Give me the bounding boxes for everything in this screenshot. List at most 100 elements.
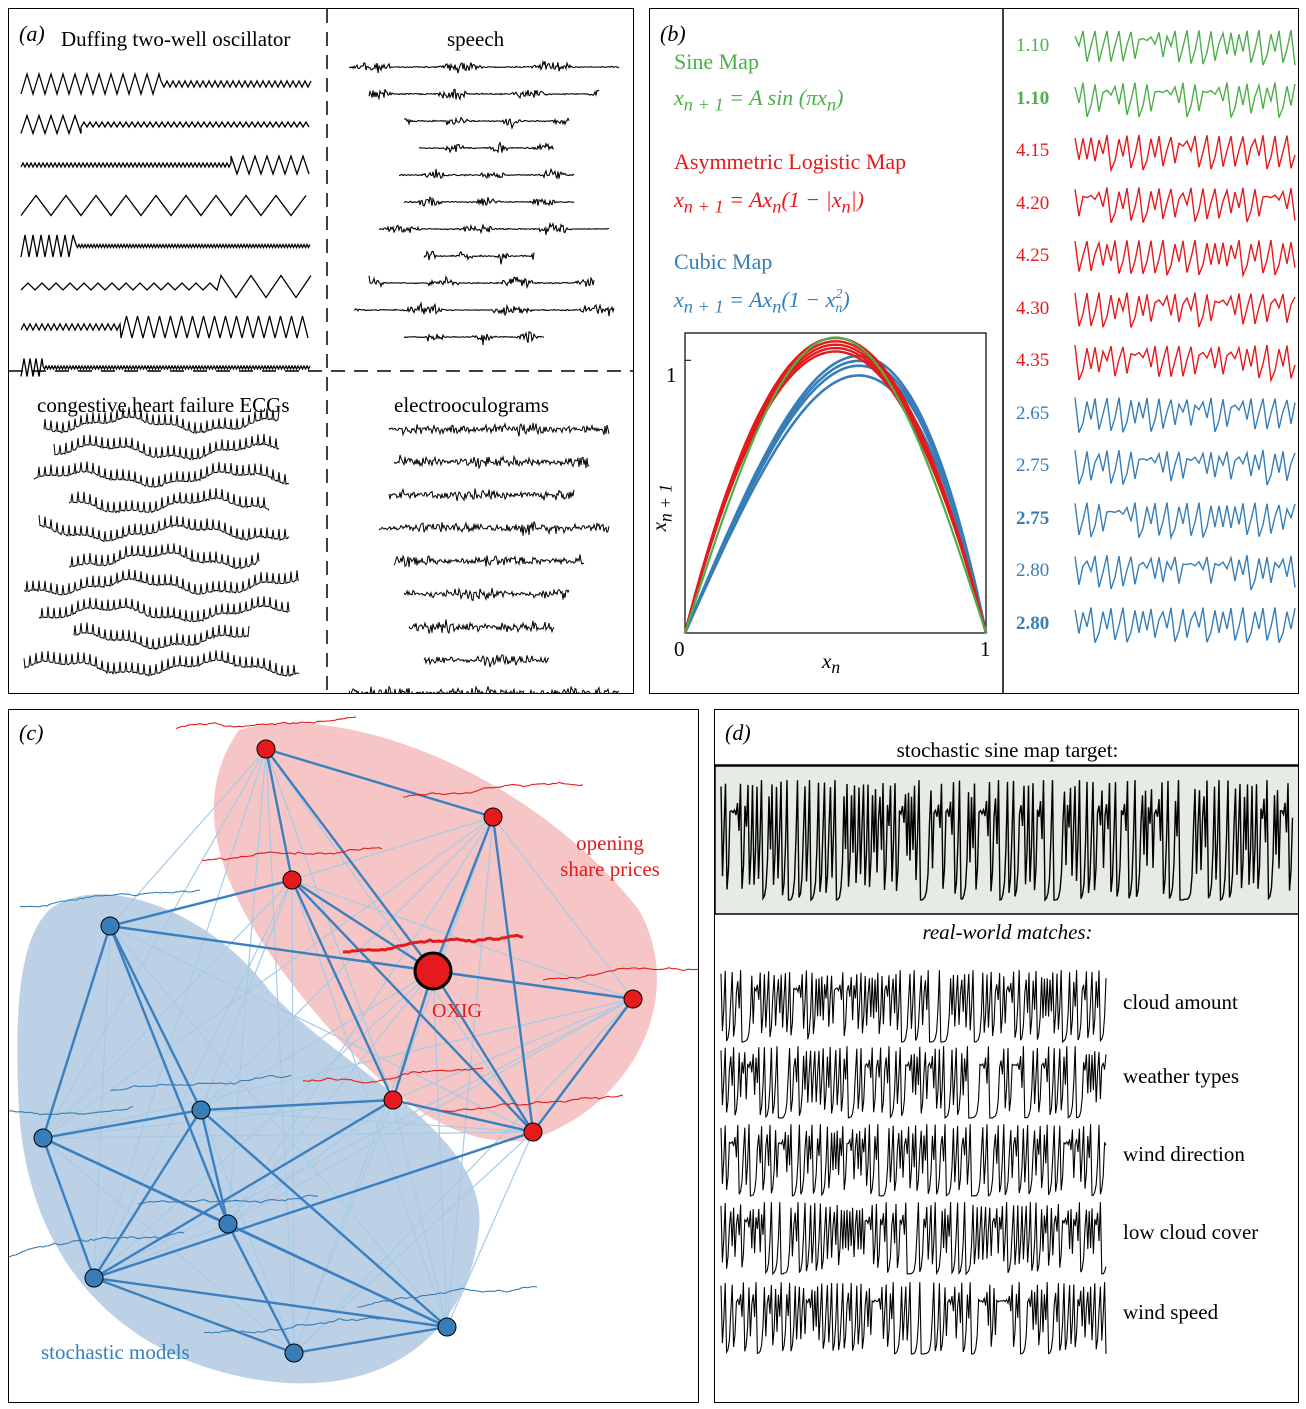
eog-trace — [393, 454, 590, 470]
duffing-trace — [20, 273, 312, 299]
asym-logistic-map-equation: xn + 1 = Axn(1 − |xn|) — [674, 187, 864, 217]
ecg-trace — [38, 596, 290, 623]
ecg-trace — [73, 622, 250, 651]
speech-title: speech — [447, 27, 505, 51]
map-curve — [683, 343, 988, 634]
map-plot-xlabel: xn — [822, 649, 840, 678]
strong-edge — [108, 925, 203, 1111]
eq-rhs: = Ax — [729, 187, 773, 212]
duffing-trace — [20, 358, 311, 377]
ylabel-sub: n + 1 — [655, 483, 676, 522]
series-trace — [1074, 554, 1296, 591]
series-label: 2.65 — [1016, 402, 1050, 424]
weak-edge — [227, 970, 434, 1225]
series-trace — [1074, 134, 1296, 173]
match-trace — [720, 1046, 1107, 1119]
ecg-title: congestive heart failure ECGs — [37, 393, 290, 417]
node-series — [19, 889, 201, 908]
duffing-title: Duffing two-well oscillator — [61, 27, 291, 51]
weak-edge — [200, 879, 293, 1111]
duffing-trace — [20, 153, 310, 177]
match-label-1: weather types — [1123, 1064, 1240, 1088]
cubic-map-equation: xn + 1 = Axn(1 − x 2 n) — [674, 287, 850, 317]
oxig-label: OXIG — [432, 1000, 482, 1022]
panel-d: (d) stochastic sine map target: real-wor… — [714, 709, 1299, 1403]
ecg-trace — [43, 407, 280, 435]
eq-rhs-sub: n — [772, 196, 782, 217]
series-label: 1.10 — [1016, 35, 1050, 56]
weak-edge — [42, 748, 267, 1139]
eq-rhs-sub2: n — [835, 300, 843, 316]
strong-edge — [391, 970, 435, 1101]
panel-a: (a) Duffing two-well oscillator speech c… — [8, 8, 634, 694]
strong-edge — [93, 1130, 534, 1280]
weak-edge — [42, 816, 494, 1139]
speech-trace — [398, 167, 575, 180]
eq-rhs-end2: |) — [850, 187, 864, 212]
red-node — [523, 1122, 543, 1142]
weak-edge — [109, 925, 448, 1328]
weak-edge — [42, 998, 634, 1139]
map-plot-tick-1x: 1 — [980, 637, 991, 661]
node-series — [442, 1094, 624, 1112]
panel-d-label: (d) — [725, 720, 751, 745]
strong-edge — [108, 925, 230, 1225]
strong-edge — [431, 816, 495, 972]
match-label-0: cloud amount — [1123, 990, 1238, 1014]
eog-trace — [408, 619, 555, 635]
eq-rhs-end2: ) — [842, 287, 850, 312]
node-series — [403, 781, 584, 798]
eog-trace — [348, 685, 620, 693]
match-label-4: wind speed — [1123, 1300, 1219, 1324]
speech-trace — [423, 250, 535, 265]
speech-trace — [378, 221, 609, 235]
duffing-trace — [20, 71, 312, 97]
eq-lhs: x — [674, 187, 684, 212]
red-node — [256, 739, 276, 759]
speech-trace — [418, 141, 555, 154]
strong-edge — [199, 1109, 230, 1225]
map-plot-ylabel: xn + 1 — [649, 483, 676, 532]
match-trace — [720, 1124, 1107, 1197]
red-node — [483, 807, 503, 827]
weak-edge — [109, 748, 267, 927]
red-node — [623, 989, 643, 1009]
map-plot-tick-1y: 1 — [666, 363, 677, 387]
speech-trace — [368, 275, 595, 290]
speech-trace — [354, 301, 615, 317]
node-series — [175, 716, 357, 730]
eq-lhs-sub: n + 1 — [683, 94, 724, 115]
weak-edge — [265, 748, 394, 1101]
eq-lhs-sub: n + 1 — [683, 196, 724, 217]
stochastic-models-label: stochastic models — [41, 1340, 190, 1364]
node-series — [302, 1067, 484, 1084]
eq-rhs-sub2: n — [841, 196, 851, 217]
series-trace — [1074, 82, 1296, 118]
weak-edge — [93, 748, 267, 1279]
weak-edge — [293, 1131, 534, 1354]
blue-node — [33, 1128, 53, 1148]
match-trace — [720, 970, 1107, 1044]
weak-edge — [93, 998, 634, 1279]
blue-node — [284, 1343, 304, 1363]
ylabel-main: x — [649, 521, 672, 532]
ecg-trace — [68, 487, 270, 514]
eq-lhs: x — [674, 85, 684, 110]
weak-edge — [227, 748, 267, 1225]
matches-title: real-world matches: — [922, 920, 1093, 944]
node-series — [9, 1105, 134, 1116]
strong-edge — [532, 998, 634, 1133]
blue-node — [100, 916, 120, 936]
weak-edge — [93, 970, 434, 1279]
strong-edge — [392, 1098, 534, 1134]
opening-share-prices-label: opening share prices — [560, 831, 660, 881]
map-curve — [683, 374, 988, 634]
eq-rhs-end: (1 − |x — [781, 187, 842, 212]
map-plot-tick-0: 0 — [674, 637, 685, 661]
speech-trace — [368, 88, 600, 101]
node-series — [203, 1317, 385, 1334]
map-curve — [683, 336, 988, 634]
eq-rhs-end: (1 − x — [781, 287, 836, 312]
series-trace — [1074, 449, 1296, 486]
strong-edge — [109, 924, 434, 973]
